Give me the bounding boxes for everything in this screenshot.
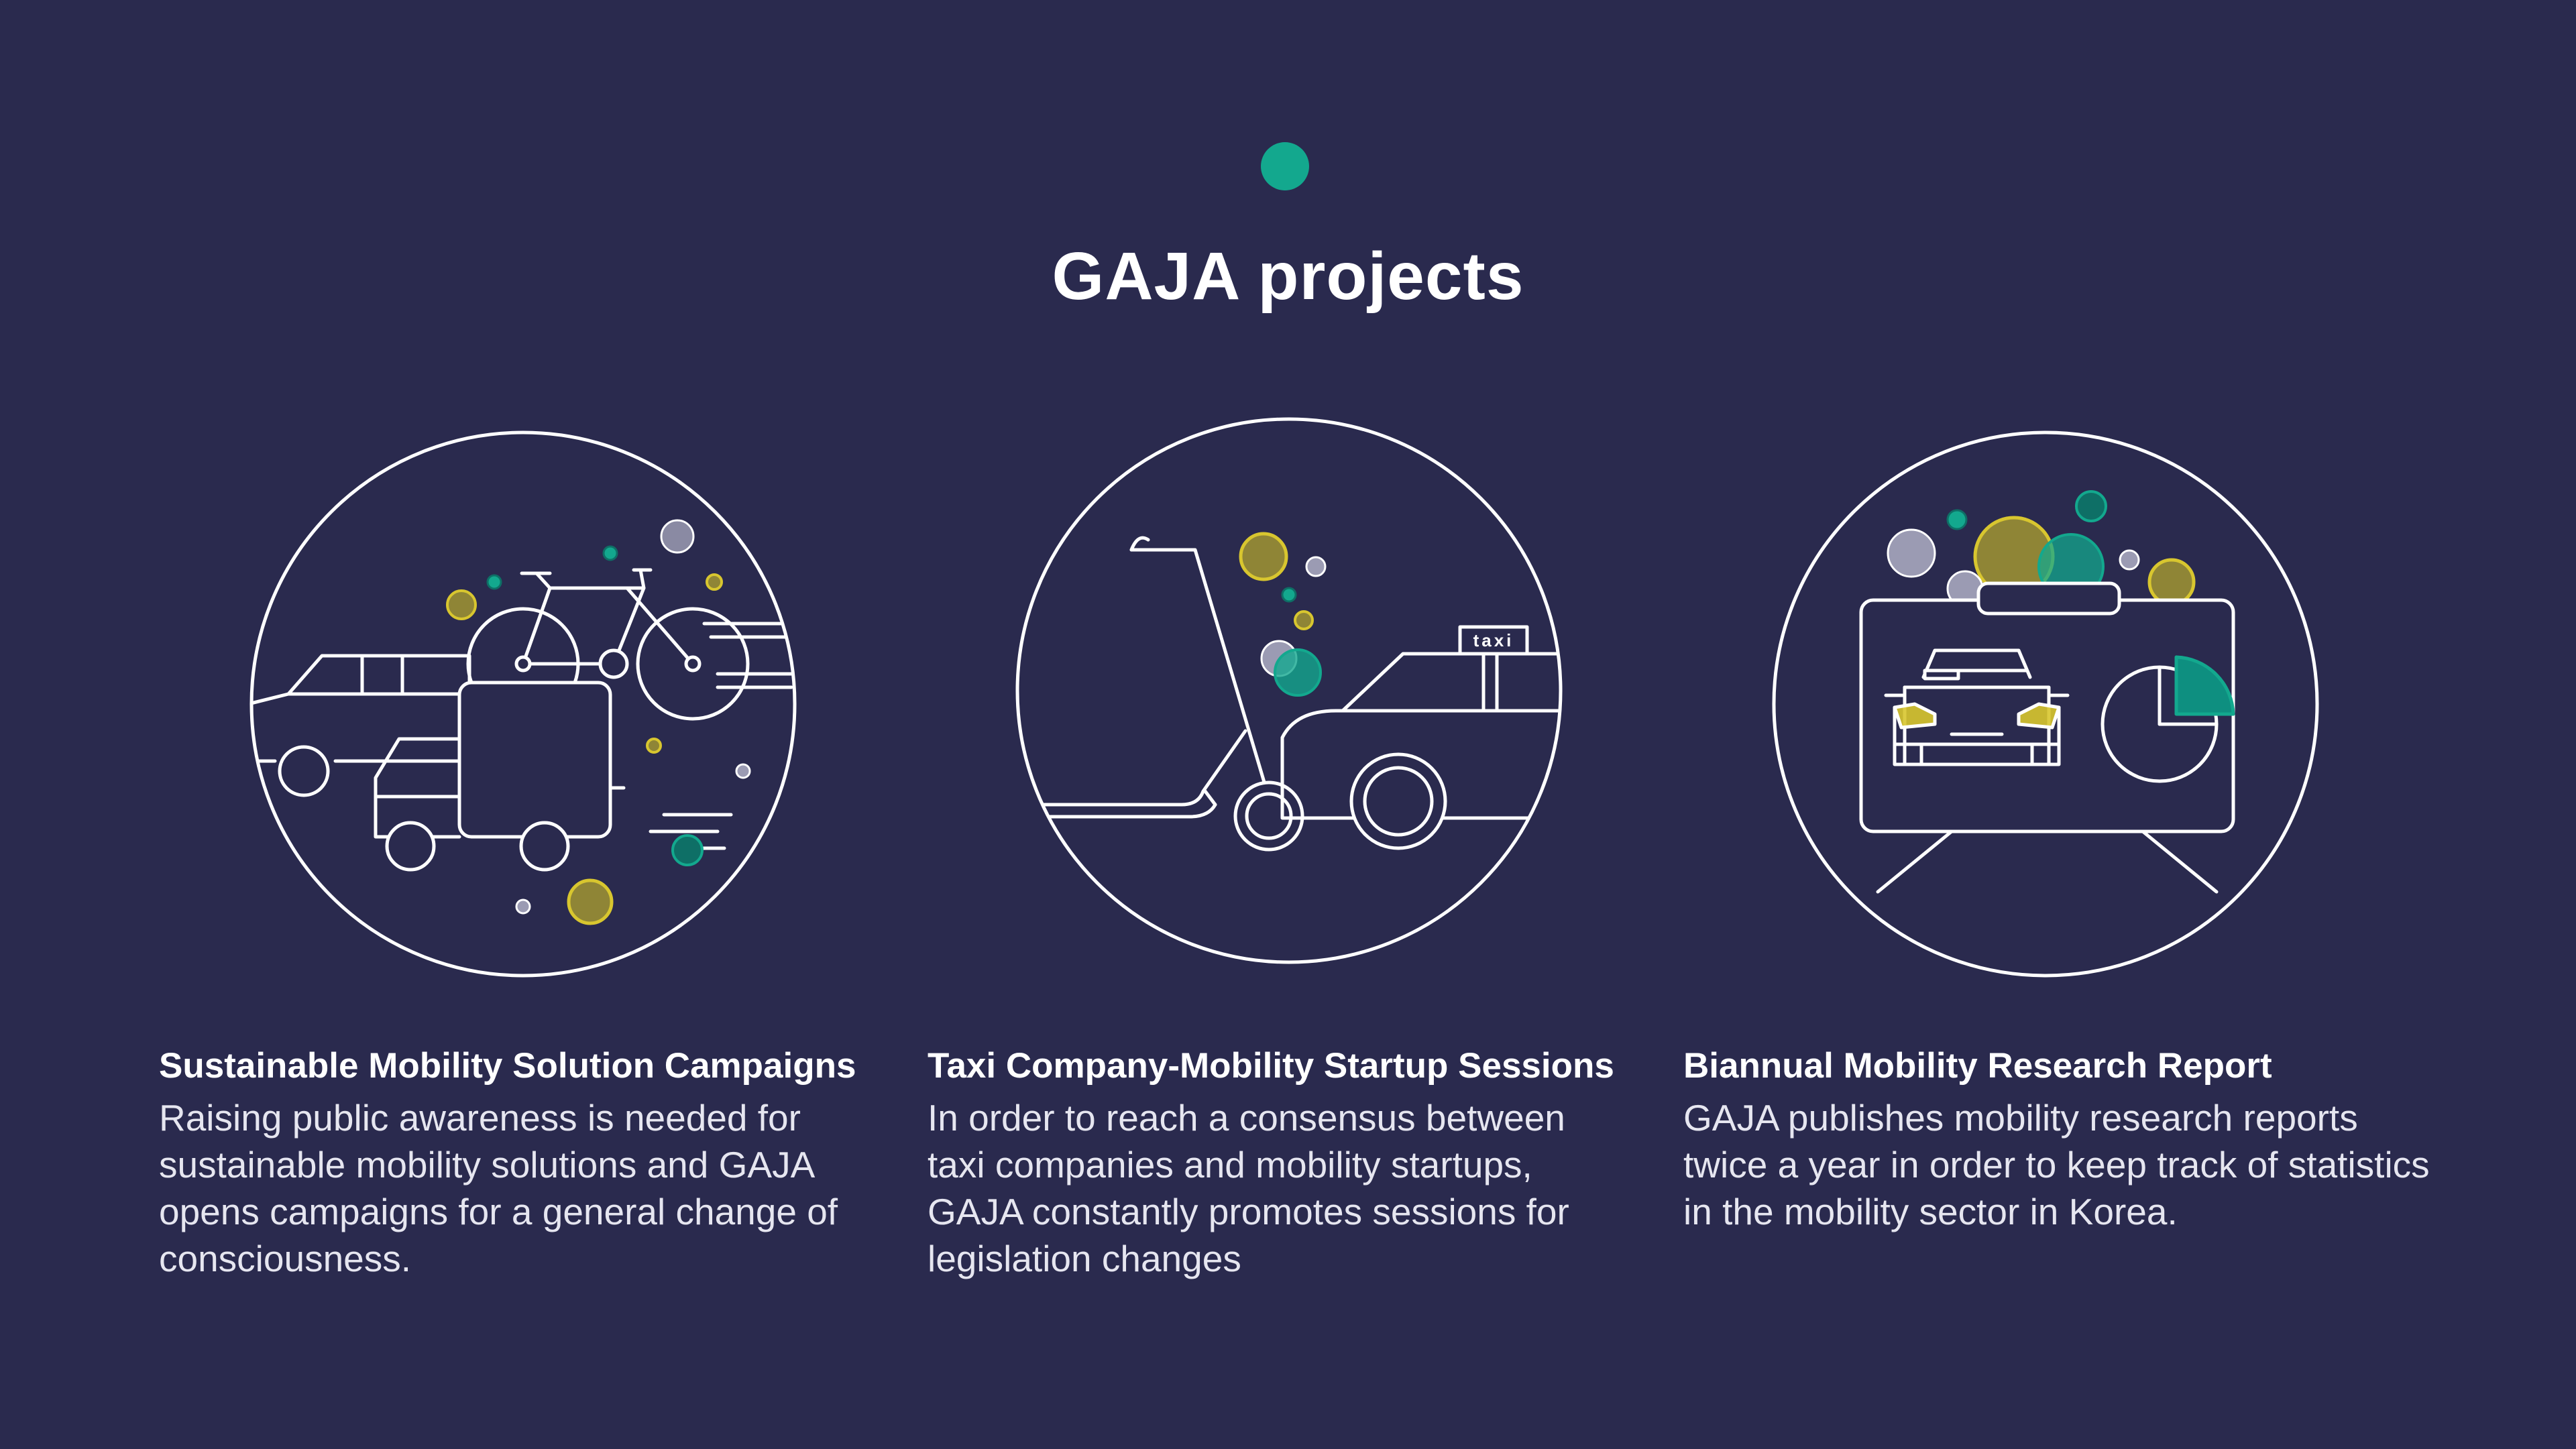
accent-dot (1261, 142, 1309, 190)
taxi-sign-label: taxi (1473, 630, 1514, 650)
mobility-campaign-icon (248, 429, 798, 979)
page-title: GAJA projects (1052, 239, 1524, 314)
taxi-startup-icon: taxi (1014, 416, 1564, 966)
project-heading: Taxi Company-Mobility Startup Sessions (928, 1046, 1614, 1086)
project-description: GAJA publishes mobility research reports… (1683, 1097, 2430, 1232)
project-description: Raising public awareness is needed for s… (159, 1097, 838, 1279)
project-heading: Sustainable Mobility Solution Campaigns (159, 1046, 856, 1086)
project-description: In order to reach a consensus between ta… (928, 1097, 1569, 1279)
project-card-campaigns: Sustainable Mobility Solution Campaigns … (159, 1038, 903, 1282)
project-card-report: Biannual Mobility Research Report GAJA p… (1683, 1038, 2448, 1235)
research-report-icon (1771, 429, 2320, 979)
project-heading: Biannual Mobility Research Report (1683, 1046, 2272, 1086)
project-card-sessions: Taxi Company-Mobility Startup Sessions I… (928, 1038, 1632, 1282)
